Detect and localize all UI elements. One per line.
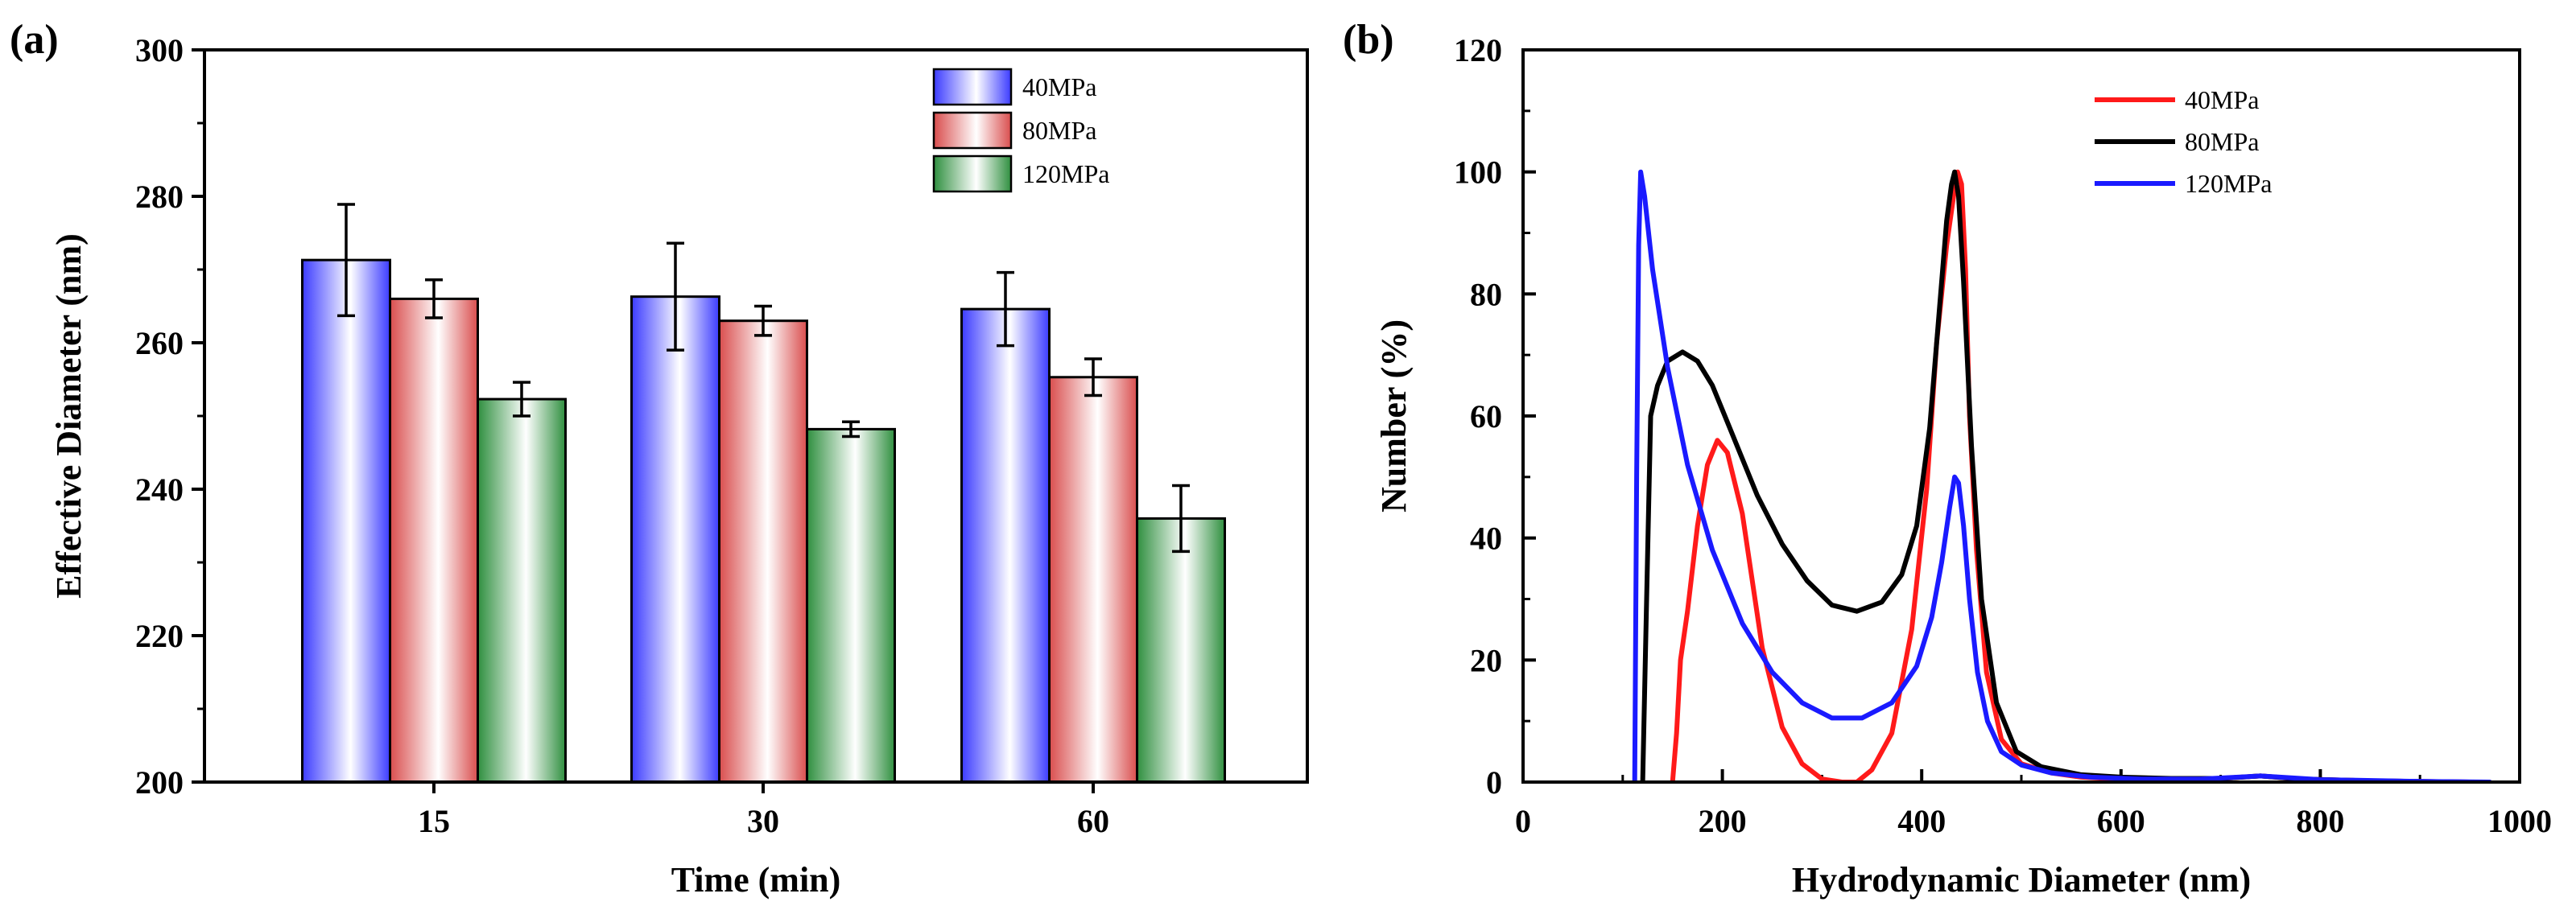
bar-120MPa-60	[1136, 517, 1226, 784]
legend-label-40MPa: 40MPa	[1022, 72, 1096, 101]
y-tick-label: 40	[1470, 521, 1502, 557]
legend-label-80MPa: 80MPa	[2185, 127, 2259, 156]
y-tick-label: 0	[1486, 764, 1502, 801]
bar-40MPa-60	[960, 307, 1051, 784]
bar-40MPa-30	[630, 295, 720, 784]
series-line-120MPa	[1632, 169, 2492, 782]
y-tick-label: 300	[135, 32, 184, 68]
chart-b-ticks: 0 20 40 60 80 100 120 0 200 400 600 800 1000	[1454, 32, 2552, 839]
legend-label-40MPa: 40MPa	[2185, 85, 2259, 114]
x-tick-label-15: 15	[418, 803, 450, 839]
bar-80MPa-15	[389, 297, 479, 784]
legend-swatch-120MPa	[932, 154, 1013, 193]
legend-label-80MPa: 80MPa	[1022, 116, 1096, 145]
y-tick-label: 220	[135, 618, 184, 654]
chart-a-frame	[203, 48, 1309, 784]
x-tick-label: 800	[2296, 803, 2344, 839]
bar-80MPa-60	[1048, 376, 1138, 784]
legend-swatch-40MPa	[932, 68, 1013, 106]
legend-swatch-80MPa	[932, 111, 1013, 150]
y-tick-label: 100	[1454, 154, 1502, 191]
x-tick-label: 1000	[2487, 803, 2552, 839]
chart-a: (a) 200 220 240 260 280 300 15 30 60 Effective D…	[10, 17, 1309, 900]
x-tick-label-30: 30	[747, 803, 779, 839]
y-tick-label: 60	[1470, 398, 1502, 434]
y-tick-label: 260	[135, 325, 184, 361]
bar-120MPa-15	[477, 397, 567, 784]
chart-a-legend: 40MPa 80MPa 120MPa	[932, 68, 1109, 193]
y-tick-label: 240	[135, 471, 184, 508]
series-line-80MPa	[1640, 169, 2473, 782]
x-tick-label: 400	[1897, 803, 1946, 839]
chart-b-xlabel: Hydrodynamic Diameter (nm)	[1792, 860, 2251, 900]
panel-label-a: (a)	[10, 17, 59, 63]
x-tick-label: 200	[1699, 803, 1747, 839]
x-tick-label-60: 60	[1077, 803, 1109, 839]
chart-b-legend: 40MPa 80MPa 120MPa	[2095, 85, 2272, 198]
chart-a-ticks: 200 220 240 260 280 300 15 30 60	[135, 32, 1109, 839]
y-tick-label: 280	[135, 179, 184, 215]
x-tick-label: 0	[1515, 803, 1531, 839]
chart-b: (b) 0 20 40 60 80 100 120 0 200 400 600 800 1000 Num…	[1343, 17, 2552, 900]
chart-a-xlabel: Time (min)	[671, 860, 841, 900]
chart-b-ylabel: Number (%)	[1374, 319, 1414, 513]
chart-a-bars	[301, 203, 1226, 784]
chart-b-frame	[1521, 48, 2521, 784]
x-tick-label: 600	[2097, 803, 2145, 839]
panel-label-b: (b)	[1343, 17, 1394, 63]
y-tick-label: 80	[1470, 276, 1502, 312]
legend-label-120MPa: 120MPa	[2185, 169, 2272, 198]
legend-label-120MPa: 120MPa	[1022, 159, 1109, 188]
bar-40MPa-15	[301, 258, 391, 784]
chart-a-ylabel: Effective Diameter (nm)	[49, 233, 89, 599]
chart-b-lines	[1632, 169, 2492, 782]
y-tick-label: 120	[1454, 32, 1502, 68]
bar-80MPa-30	[718, 319, 808, 784]
bar-120MPa-30	[806, 427, 896, 784]
y-tick-label: 200	[135, 764, 184, 801]
y-tick-label: 20	[1470, 642, 1502, 678]
